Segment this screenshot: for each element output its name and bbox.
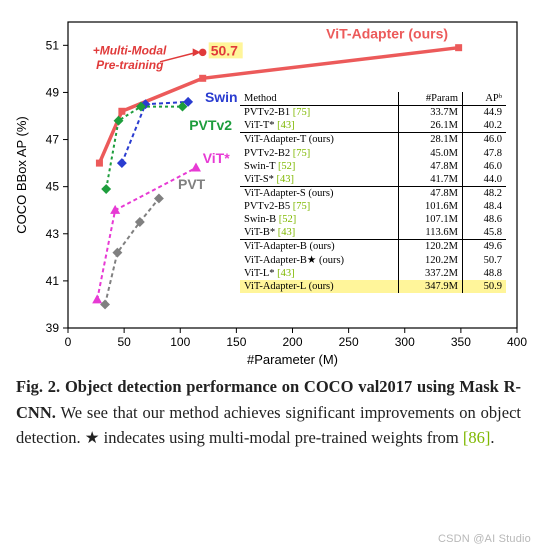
svg-text:ViT*: ViT* — [203, 150, 231, 166]
svg-text:350: 350 — [451, 335, 471, 349]
svg-text:Swin: Swin — [205, 89, 238, 105]
caption-body2: indecates using multi-modal pre-trained … — [100, 428, 463, 447]
star-icon: ★ — [85, 429, 100, 447]
svg-text:41: 41 — [46, 274, 60, 288]
svg-text:50.7: 50.7 — [211, 42, 238, 58]
table-row: Swin-B [52]107.1M48.6 — [240, 213, 506, 226]
table-row: ViT-B* [43]113.6M45.8 — [240, 226, 506, 240]
svg-text:49: 49 — [46, 85, 60, 99]
svg-text:COCO BBox AP (%): COCO BBox AP (%) — [14, 116, 29, 234]
svg-text:51: 51 — [46, 38, 60, 52]
svg-text:#Parameter (M): #Parameter (M) — [247, 352, 338, 367]
chart-figure: 0 50 100 150 200 250 300 350 400 39 41 43 45 47 49 51 #P… — [10, 10, 527, 370]
results-table: Method #Param APᵇ PVTv2-B1 [75]33.7M44.9… — [240, 92, 506, 293]
figure-caption: Fig. 2. Object detection performance on … — [10, 370, 527, 452]
table-row: ViT-Adapter-S (ours)47.8M48.2 — [240, 186, 506, 200]
svg-text:300: 300 — [395, 335, 415, 349]
caption-end: . — [490, 428, 494, 447]
svg-text:150: 150 — [226, 335, 246, 349]
svg-text:39: 39 — [46, 321, 60, 335]
watermark: CSDN @AI Studio — [438, 533, 531, 545]
col-method: Method — [240, 92, 399, 106]
table-row: PVTv2-B1 [75]33.7M44.9 — [240, 106, 506, 120]
caption-ref: [86] — [463, 428, 491, 447]
svg-text:+Multi-Modal: +Multi-Modal — [93, 44, 167, 58]
table-row: PVTv2-B2 [75]45.0M47.8 — [240, 147, 506, 160]
svg-text:400: 400 — [507, 335, 527, 349]
svg-text:250: 250 — [339, 335, 359, 349]
svg-text:PVT: PVT — [178, 176, 206, 192]
svg-text:47: 47 — [46, 133, 60, 147]
table-row: ViT-T* [43]26.1M40.2 — [240, 119, 506, 133]
svg-text:43: 43 — [46, 227, 60, 241]
table-row: ViT-L* [43]337.2M48.8 — [240, 267, 506, 280]
svg-text:Pre-training: Pre-training — [96, 58, 164, 72]
col-param: #Param — [399, 92, 463, 106]
svg-text:200: 200 — [282, 335, 302, 349]
table-row: Swin-T [52]47.8M46.0 — [240, 160, 506, 173]
svg-text:45: 45 — [46, 180, 60, 194]
fignum: Fig. 2. — [16, 377, 60, 396]
table-row: ViT-Adapter-B★ (ours)120.2M50.7 — [240, 254, 506, 267]
table-row: ViT-Adapter-T (ours)28.1M46.0 — [240, 133, 506, 147]
svg-text:100: 100 — [170, 335, 190, 349]
svg-text:50: 50 — [117, 335, 131, 349]
table-row: ViT-S* [43]41.7M44.0 — [240, 173, 506, 187]
svg-text:ViT-Adapter (ours): ViT-Adapter (ours) — [326, 25, 448, 41]
svg-text:0: 0 — [65, 335, 72, 349]
col-ap: APᵇ — [463, 92, 507, 106]
table-row: ViT-Adapter-B (ours)120.2M49.6 — [240, 240, 506, 254]
svg-text:PVTv2: PVTv2 — [189, 117, 232, 133]
table-row: ViT-Adapter-L (ours)347.9M50.9 — [240, 280, 506, 293]
table-row: PVTv2-B5 [75]101.6M48.4 — [240, 200, 506, 213]
